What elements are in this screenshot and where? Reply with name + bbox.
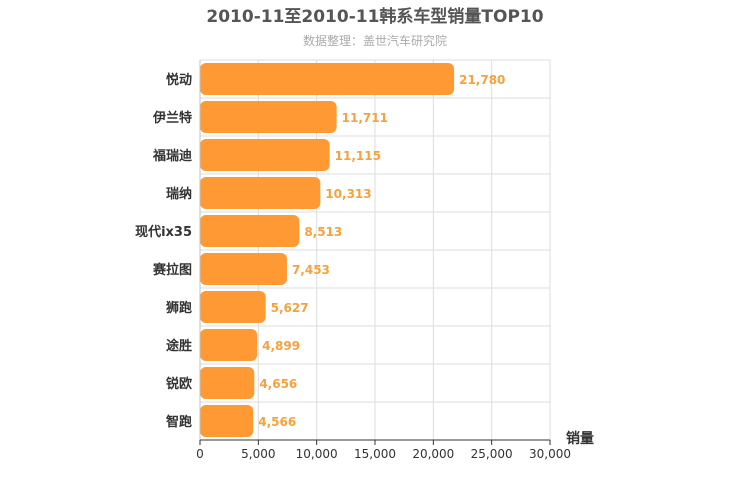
category-label: 福瑞迪 [152, 148, 192, 164]
value-label: 10,313 [325, 187, 371, 201]
bar [200, 101, 337, 133]
bar [200, 215, 300, 247]
bars-group: 21,780 11,711 11,115 10,313 8,513 7,453 5,627 4… [200, 63, 505, 437]
category-label: 途胜 [166, 338, 192, 354]
value-label: 11,115 [335, 149, 381, 163]
value-label: 4,566 [258, 415, 296, 429]
x-tick-label: 20,000 [412, 447, 454, 461]
value-label: 7,453 [292, 263, 330, 277]
y-axis-title: 销量 [566, 430, 594, 447]
bar [200, 291, 266, 323]
bar [200, 329, 258, 361]
value-label: 4,656 [259, 377, 297, 391]
bar [200, 405, 254, 437]
category-label: 悦动 [166, 72, 192, 88]
chart-title: 2010-11至2010-11韩系车型销量TOP10 [206, 6, 543, 27]
chart-subtitle: 数据整理：盖世汽车研究院 [303, 33, 447, 48]
bar [200, 253, 287, 285]
value-label: 21,780 [459, 73, 505, 87]
x-tick-label: 30,000 [529, 447, 571, 461]
value-label: 11,711 [342, 111, 388, 125]
bar [200, 139, 330, 171]
x-tick-label: 5,000 [241, 447, 275, 461]
category-label: 赛拉图 [152, 262, 192, 278]
value-label: 5,627 [271, 301, 309, 315]
x-tick-label: 25,000 [471, 447, 513, 461]
category-label: 智跑 [166, 414, 192, 430]
category-label: 现代ix35 [135, 224, 192, 240]
bar [200, 63, 455, 95]
category-label: 狮跑 [165, 300, 192, 316]
bar [200, 367, 255, 399]
bar [200, 177, 321, 209]
category-label: 伊兰特 [152, 110, 192, 126]
category-label: 瑞纳 [166, 186, 192, 202]
x-tick-label: 10,000 [296, 447, 338, 461]
value-label: 4,899 [262, 339, 300, 353]
category-label: 锐欧 [166, 376, 192, 392]
value-label: 8,513 [304, 225, 342, 239]
x-tick-label: 15,000 [354, 447, 396, 461]
x-tick-label: 0 [196, 447, 204, 461]
